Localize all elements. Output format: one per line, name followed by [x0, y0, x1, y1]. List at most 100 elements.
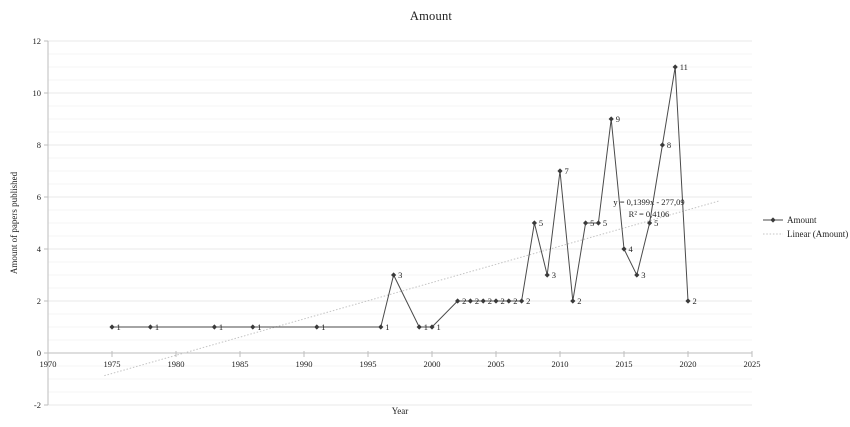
data-point-label: 1: [117, 322, 121, 332]
data-point-label: 1: [321, 322, 325, 332]
trendline-icon: [763, 233, 783, 235]
svg-text:2000: 2000: [424, 359, 441, 369]
data-point-marker: [109, 324, 115, 330]
data-point-label: 5: [590, 218, 594, 228]
data-point-label: 11: [680, 62, 688, 72]
data-point-label: 2: [462, 296, 466, 306]
svg-text:1970: 1970: [40, 359, 57, 369]
data-point-label: 2: [501, 296, 505, 306]
data-point-label: 1: [437, 322, 441, 332]
data-point-marker: [519, 298, 525, 304]
amount-series-line: [112, 66, 689, 328]
data-point-marker: [211, 324, 217, 330]
legend-label-linear: Linear (Amount): [787, 229, 849, 239]
x-axis-title: Year: [391, 406, 409, 416]
svg-text:2020: 2020: [680, 359, 697, 369]
legend: Amount Linear (Amount): [763, 215, 848, 243]
data-point-marker: [493, 298, 499, 304]
svg-text:10: 10: [33, 88, 42, 98]
data-point-label: 2: [693, 296, 697, 306]
x-axis-tick-labels: 1970 1975 1980 1985 1990 1995 2000 2005 2010 2015…: [40, 359, 761, 369]
data-point-marker: [647, 220, 653, 226]
trendline-equation: y = 0,1399x - 277,09: [613, 197, 685, 207]
trendline-annotation: y = 0,1399x - 277,09 R² = 0,4106: [578, 197, 720, 220]
data-point-label: 7: [565, 166, 569, 176]
data-point-label: 3: [552, 270, 556, 280]
svg-text:2025: 2025: [744, 359, 761, 369]
svg-text:4: 4: [37, 244, 42, 254]
data-point-marker: [378, 324, 384, 330]
svg-text:6: 6: [37, 192, 41, 202]
data-point-marker: [672, 64, 678, 70]
data-point-marker: [608, 116, 614, 122]
svg-text:2010: 2010: [552, 359, 569, 369]
svg-text:0: 0: [37, 348, 41, 358]
data-point-marker: [480, 298, 486, 304]
svg-text:1995: 1995: [360, 359, 377, 369]
data-point-label: 1: [424, 322, 428, 332]
data-point-label: 9: [616, 114, 620, 124]
data-point-marker: [685, 298, 691, 304]
gridlines-major: [48, 40, 752, 406]
data-point-marker: [467, 298, 473, 304]
svg-text:1975: 1975: [104, 359, 121, 369]
data-point-label: 3: [398, 270, 402, 280]
trendline: [104, 200, 719, 377]
data-point-marker: [531, 220, 537, 226]
svg-text:2015: 2015: [616, 359, 633, 369]
data-point-label: 5: [603, 218, 607, 228]
data-point-label: 1: [257, 322, 261, 332]
legend-item-linear: Linear (Amount): [763, 229, 848, 239]
data-point-markers: [109, 64, 691, 330]
legend-item-amount: Amount: [763, 215, 848, 225]
y-axis-title: Amount of papers published: [9, 171, 19, 275]
data-point-label: 2: [577, 296, 581, 306]
data-point-marker: [429, 324, 435, 330]
svg-text:1980: 1980: [168, 359, 185, 369]
data-point-label: 8: [667, 140, 671, 150]
data-point-marker: [391, 272, 397, 278]
data-point-marker: [621, 246, 627, 252]
gridlines-minor: [48, 53, 752, 393]
data-point-marker: [455, 298, 461, 304]
data-point-label: 1: [219, 322, 223, 332]
data-point-marker: [583, 220, 589, 226]
svg-text:2: 2: [37, 296, 41, 306]
data-point-label: 2: [513, 296, 517, 306]
data-point-label: 4: [629, 244, 634, 254]
data-point-label: 5: [539, 218, 543, 228]
data-point-marker: [570, 298, 576, 304]
data-point-marker: [416, 324, 422, 330]
svg-text:8: 8: [37, 140, 41, 150]
data-point-marker: [314, 324, 320, 330]
data-point-label: 5: [654, 218, 658, 228]
data-point-marker: [557, 168, 563, 174]
legend-label-amount: Amount: [787, 215, 817, 225]
data-point-label: 1: [155, 322, 159, 332]
trendline-r-squared: R² = 0,4106: [628, 208, 670, 219]
svg-text:12: 12: [33, 36, 42, 46]
data-point-label: 2: [488, 296, 492, 306]
data-point-marker: [506, 298, 512, 304]
data-point-label: 3: [641, 270, 645, 280]
data-point-label: 1: [385, 322, 389, 332]
data-point-label: 2: [475, 296, 479, 306]
axes: [44, 40, 753, 406]
svg-text:1985: 1985: [232, 359, 249, 369]
chart-title: Amount: [409, 9, 453, 23]
series-line-icon: [763, 217, 783, 223]
data-point-marker: [595, 220, 601, 226]
svg-text:1990: 1990: [296, 359, 313, 369]
y-axis-tick-labels: -2 0 2 4 6 8 10 12: [33, 36, 42, 410]
data-point-marker: [147, 324, 153, 330]
svg-text:-2: -2: [34, 400, 41, 410]
data-point-marker: [634, 272, 640, 278]
data-point-marker: [544, 272, 550, 278]
data-point-label: 2: [526, 296, 530, 306]
data-point-marker: [250, 324, 256, 330]
svg-text:2005: 2005: [488, 359, 505, 369]
data-point-marker: [659, 142, 665, 148]
